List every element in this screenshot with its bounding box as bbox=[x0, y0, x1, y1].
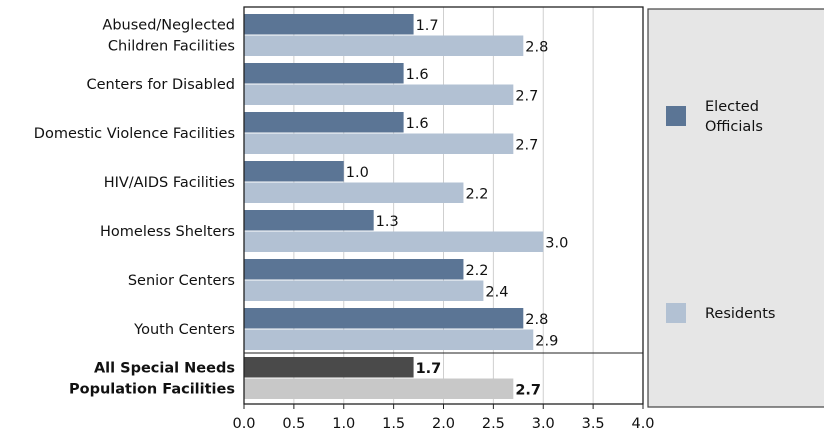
x-tick-label: 1.5 bbox=[382, 416, 405, 432]
bar bbox=[244, 210, 374, 231]
value-label: 1.6 bbox=[406, 67, 429, 83]
bar bbox=[244, 329, 534, 350]
x-axis-ticks: 0.0 0.5 1.0 1.5 2.0 2.5 3.0 3.5 4.0 bbox=[232, 404, 655, 432]
category-labels: Abused/Neglected Children Facilities Cente… bbox=[34, 18, 235, 398]
category-label: Centers for Disabled bbox=[86, 77, 235, 93]
category-label: HIV/AIDS Facilities bbox=[104, 175, 235, 191]
summary-bar bbox=[244, 357, 414, 378]
value-label: 2.2 bbox=[465, 263, 488, 279]
x-tick-label: 2.5 bbox=[482, 416, 505, 432]
legend: Elected Officials Residents bbox=[647, 8, 824, 408]
category-label: Children Facilities bbox=[108, 39, 235, 55]
bar bbox=[244, 259, 464, 280]
value-label: 2.7 bbox=[515, 382, 541, 398]
x-tick-label: 0.0 bbox=[232, 416, 255, 432]
legend-box bbox=[647, 8, 824, 408]
x-tick-label: 3.5 bbox=[582, 416, 605, 432]
x-tick-label: 2.0 bbox=[432, 416, 455, 432]
bar bbox=[244, 308, 524, 329]
bar bbox=[244, 133, 514, 154]
category-label: All Special Needs bbox=[94, 361, 235, 377]
value-label: 1.3 bbox=[376, 214, 399, 230]
legend-swatch bbox=[666, 303, 686, 323]
x-tick-label: 1.0 bbox=[332, 416, 355, 432]
legend-label: Residents bbox=[705, 306, 775, 322]
category-label: Homeless Shelters bbox=[100, 224, 235, 240]
value-label: 2.4 bbox=[485, 284, 508, 300]
value-label: 2.7 bbox=[515, 88, 538, 104]
value-label: 1.7 bbox=[416, 18, 439, 34]
value-label: 2.8 bbox=[525, 39, 548, 55]
legend-label: Officials bbox=[705, 119, 763, 135]
value-labels: 1.7 2.8 1.6 2.7 1.6 2.7 1.0 2.2 1.3 3.0 2.2 2.4 2.8 2… bbox=[346, 18, 569, 399]
bar bbox=[244, 63, 404, 84]
value-label: 1.6 bbox=[406, 116, 429, 132]
legend-label: Elected bbox=[705, 99, 759, 115]
bar bbox=[244, 112, 404, 133]
category-label: Domestic Violence Facilities bbox=[34, 126, 235, 142]
value-label: 2.7 bbox=[515, 137, 538, 153]
summary-bar bbox=[244, 378, 514, 399]
bar bbox=[244, 161, 344, 182]
value-label: 2.9 bbox=[535, 333, 558, 349]
bar bbox=[244, 231, 544, 252]
value-label: 2.8 bbox=[525, 312, 548, 328]
category-label: Youth Centers bbox=[133, 322, 235, 338]
bar bbox=[244, 84, 514, 105]
value-label: 1.0 bbox=[346, 165, 369, 181]
bar bbox=[244, 35, 524, 56]
category-label: Population Facilities bbox=[69, 382, 235, 398]
bar bbox=[244, 280, 484, 301]
x-tick-label: 0.5 bbox=[282, 416, 305, 432]
category-label: Senior Centers bbox=[128, 273, 235, 289]
bar bbox=[244, 182, 464, 203]
value-label: 1.7 bbox=[416, 361, 442, 377]
bar bbox=[244, 14, 414, 35]
value-label: 2.2 bbox=[465, 186, 488, 202]
category-label: Abused/Neglected bbox=[102, 18, 235, 34]
bars bbox=[244, 14, 544, 399]
x-tick-label: 4.0 bbox=[631, 416, 654, 432]
x-tick-label: 3.0 bbox=[532, 416, 555, 432]
value-label: 3.0 bbox=[545, 235, 568, 251]
legend-swatch bbox=[666, 106, 686, 126]
